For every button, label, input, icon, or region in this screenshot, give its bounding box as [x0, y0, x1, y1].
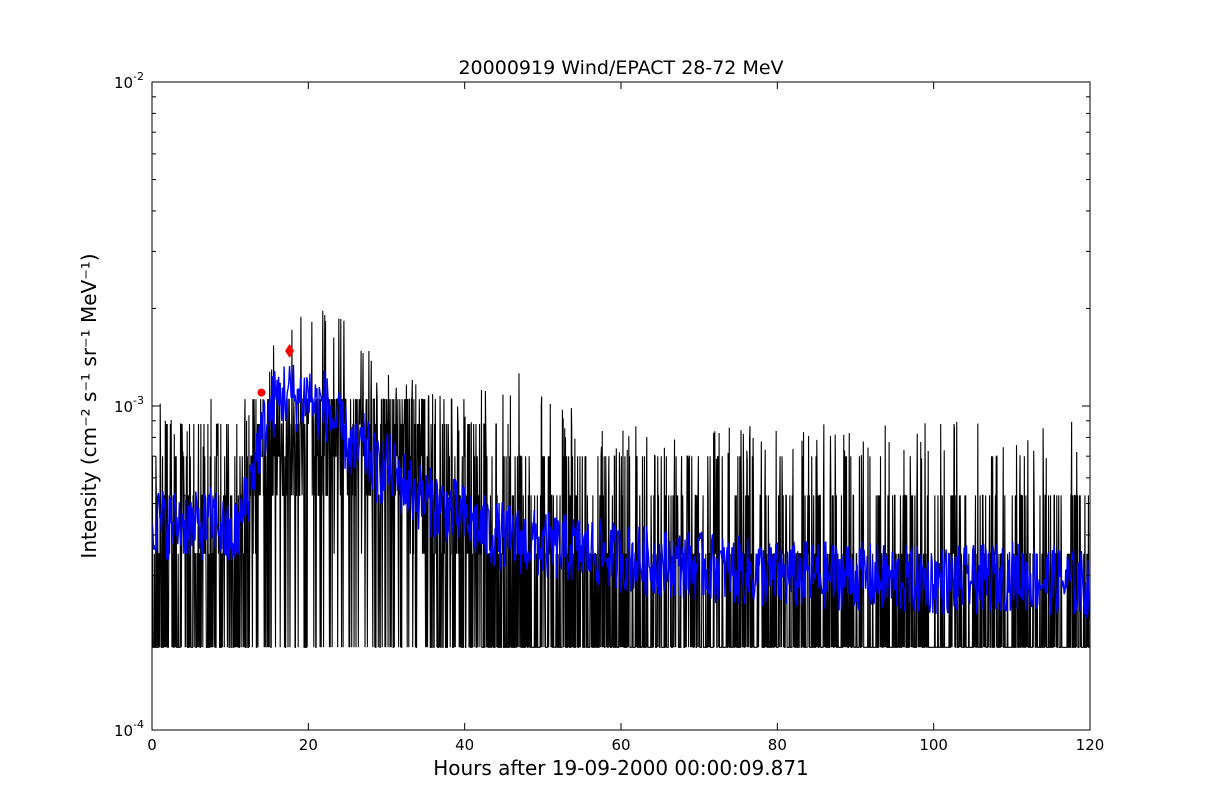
y-axis-label: Intensity (cm⁻² s⁻¹ sr⁻¹ MeV⁻¹): [77, 253, 101, 558]
x-tick-label: 60: [611, 736, 630, 754]
y-axis: 10-4 10-3 10-2: [114, 70, 1090, 740]
chart-title: 20000919 Wind/EPACT 28-72 MeV: [458, 57, 783, 79]
series-smoothed-intensity: [152, 364, 1090, 620]
marker-circle-0: [257, 388, 266, 397]
y-tick-label: 10-4: [114, 718, 144, 740]
series-raw-intensity: [152, 310, 1090, 648]
x-tick-label: 120: [1076, 736, 1105, 754]
raw-intensity-line: [152, 310, 1090, 648]
x-tick-label: 0: [147, 736, 157, 754]
marker-diamond-1: [285, 343, 295, 358]
y-tick-label: 10-3: [114, 394, 144, 416]
x-tick-label: 80: [768, 736, 787, 754]
x-axis-label: Hours after 19-09-2000 00:00:09.871: [433, 756, 809, 780]
smoothed-intensity-line: [152, 364, 1090, 620]
x-tick-label: 20: [299, 736, 318, 754]
markers: [257, 343, 295, 397]
x-tick-label: 100: [919, 736, 948, 754]
x-tick-label: 40: [455, 736, 474, 754]
y-tick-label: 10-2: [114, 70, 144, 92]
x-axis: 0 20 40 60 80 100 120: [147, 82, 1104, 754]
